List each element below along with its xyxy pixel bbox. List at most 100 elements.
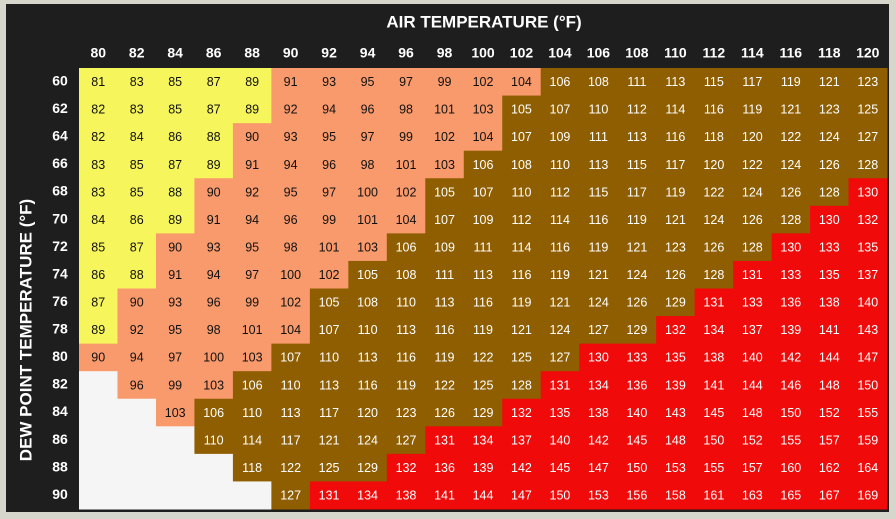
cell: [656, 95, 696, 124]
cell: [155, 178, 195, 207]
cell: [848, 371, 888, 400]
cell-value: 110: [319, 351, 339, 365]
cell: [771, 150, 811, 179]
cell-value: 115: [588, 185, 608, 199]
cell: [502, 288, 542, 317]
cell-value: 116: [396, 351, 416, 365]
cell: [848, 426, 888, 455]
cell: [463, 371, 503, 400]
cell-value: 92: [245, 185, 259, 199]
cell: [848, 316, 888, 345]
cell: [117, 343, 157, 372]
cell-value: 139: [780, 323, 801, 337]
row-header: 72: [52, 238, 68, 254]
cell-value: 128: [857, 158, 878, 172]
cell-value: 132: [511, 406, 532, 420]
cell-value: 116: [435, 323, 455, 337]
cell: [79, 68, 118, 97]
cell: [425, 343, 465, 372]
cell-value: 138: [588, 406, 609, 420]
cell-value: 119: [435, 351, 455, 365]
cell: [579, 288, 619, 317]
cell-value: 81: [91, 75, 105, 89]
cell-value: 107: [511, 130, 532, 144]
cell-value: 157: [819, 433, 840, 447]
cell: [155, 316, 195, 345]
cell: [194, 95, 234, 124]
cell: [694, 343, 734, 372]
cell-value: 160: [780, 461, 801, 475]
cell-value: 120: [703, 158, 724, 172]
cell: [617, 398, 657, 427]
cell: [502, 68, 542, 97]
column-header: 114: [741, 45, 764, 61]
cell: [579, 481, 619, 510]
cell: [194, 426, 234, 455]
cell: [540, 371, 580, 400]
cell-value: 163: [742, 489, 763, 503]
cell-value: 103: [242, 351, 263, 365]
cell: [579, 205, 619, 234]
cell-value: 94: [322, 103, 336, 117]
cell-value: 110: [512, 185, 532, 199]
cell: [540, 150, 580, 179]
cell-value: 100: [280, 268, 301, 282]
column-header: 96: [398, 45, 414, 61]
column-header: 108: [625, 45, 649, 61]
cell: [309, 371, 349, 400]
cell-value: 167: [819, 489, 840, 503]
cell: [656, 316, 696, 345]
cell: [848, 68, 888, 97]
cell-value: 148: [819, 378, 840, 392]
title: AIR TEMPERATURE (°F): [386, 12, 581, 31]
cell-value: 99: [399, 130, 413, 144]
cell: [617, 95, 657, 124]
cell: [348, 95, 388, 124]
cell: [348, 453, 388, 482]
cell: [617, 481, 657, 510]
cell-value: 109: [434, 240, 455, 254]
cell-value: 120: [742, 130, 763, 144]
cell: [617, 343, 657, 372]
cell: [656, 288, 696, 317]
cell: [694, 123, 734, 152]
cell-value: 90: [130, 296, 144, 310]
cell: [425, 481, 465, 510]
cell-value: 117: [281, 433, 301, 447]
cell: [194, 343, 234, 372]
cell-value: 119: [550, 268, 570, 282]
cell: [463, 426, 503, 455]
cell: [848, 343, 888, 372]
cell: [733, 150, 773, 179]
cell-value: 162: [819, 461, 840, 475]
cell-value: 119: [781, 75, 801, 89]
cell-value: 137: [857, 268, 878, 282]
cell-value: 111: [589, 130, 608, 144]
cell-value: 122: [703, 185, 724, 199]
cell-value: 150: [550, 489, 571, 503]
cell: [617, 123, 657, 152]
cell-value: 137: [742, 323, 763, 337]
cell: [463, 481, 503, 510]
cell-value: 150: [857, 378, 878, 392]
cell: [271, 398, 311, 427]
cell: [733, 316, 773, 345]
cell-value: 147: [857, 351, 878, 365]
cell-value: 138: [396, 489, 417, 503]
cell-value: 133: [819, 240, 840, 254]
cell: [79, 233, 118, 262]
cell: [117, 205, 157, 234]
cell-value: 89: [245, 75, 259, 89]
cell: [117, 233, 157, 262]
cell-value: 88: [130, 268, 144, 282]
cell: [425, 288, 465, 317]
cell-value: 119: [665, 185, 685, 199]
empty-cell: [232, 481, 272, 510]
row-header: 78: [52, 321, 68, 337]
cell: [155, 260, 195, 289]
cell: [810, 398, 850, 427]
cell: [502, 316, 542, 345]
cell: [232, 343, 272, 372]
cell: [155, 150, 195, 179]
cell: [309, 123, 349, 152]
